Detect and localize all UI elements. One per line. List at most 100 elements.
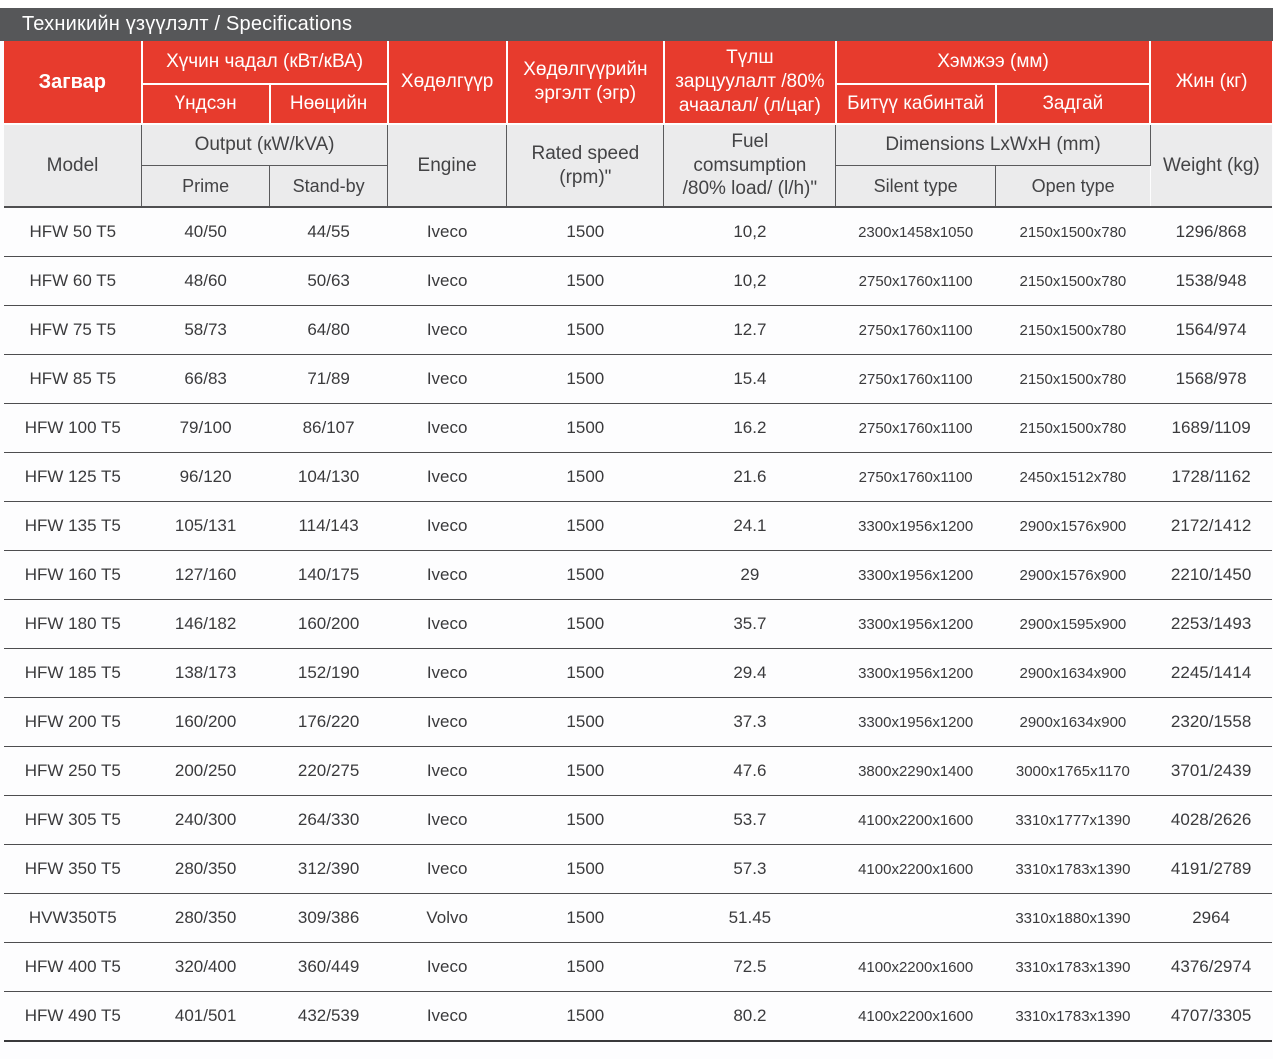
cell-output-prime: 105/131 — [141, 501, 270, 551]
cell-engine: Iveco — [387, 354, 507, 404]
cell-dimensions-open: 3310x1783x1390 — [995, 991, 1151, 1042]
cell-model: HFW 75 T5 — [4, 305, 142, 355]
cell-rated-speed: 1500 — [506, 550, 664, 600]
cell-model: HFW 185 T5 — [4, 648, 142, 698]
cell-model: HFW 125 T5 — [4, 452, 142, 502]
cell-model: HFW 180 T5 — [4, 599, 142, 649]
header-row-mn-sub: Үндсэн Нөөцийн Битүү кабинтай Задгай — [4, 84, 1272, 124]
cell-fuel: 51.45 — [663, 893, 836, 943]
cell-fuel: 15.4 — [663, 354, 836, 404]
cell-output-prime: 240/300 — [141, 795, 270, 845]
cell-fuel: 72.5 — [663, 942, 836, 992]
cell-dimensions-open: 2450x1512x780 — [995, 452, 1151, 502]
header-weight-en: Weight (kg) — [1150, 123, 1272, 208]
cell-engine: Iveco — [387, 256, 507, 306]
cell-weight: 2245/1414 — [1150, 648, 1272, 698]
cell-dimensions-open: 2900x1595x900 — [995, 599, 1151, 649]
header-prime-mn: Үндсэн — [141, 84, 271, 124]
cell-dimensions-silent: 2300x1458x1050 — [835, 207, 996, 257]
cell-weight: 1564/974 — [1150, 305, 1272, 355]
cell-dimensions-open: 3310x1783x1390 — [995, 942, 1151, 992]
table-row: HFW 490 T5 401/501 432/539 Iveco 1500 80… — [4, 991, 1272, 1042]
cell-weight: 4376/2974 — [1150, 942, 1272, 992]
cell-output-prime: 280/350 — [141, 893, 270, 943]
header-dimensions-en: Dimensions LxWxH (mm) — [835, 123, 1151, 166]
cell-output-prime: 280/350 — [141, 844, 270, 894]
cell-output-standby: 220/275 — [269, 746, 388, 796]
header-output-mn: Хүчин чадал (кВт/кВА) — [141, 41, 389, 85]
cell-dimensions-silent: 2750x1760x1100 — [835, 354, 996, 404]
cell-dimensions-silent: 2750x1760x1100 — [835, 403, 996, 453]
table-row: HFW 250 T5 200/250 220/275 Iveco 1500 47… — [4, 746, 1272, 796]
cell-engine: Iveco — [387, 403, 507, 453]
cell-dimensions-open: 3000x1765x1170 — [995, 746, 1151, 796]
table-row: HFW 60 T5 48/60 50/63 Iveco 1500 10,2 27… — [4, 256, 1272, 306]
header-row-en-sub: Prime Stand-by Silent type Open type — [4, 165, 1272, 208]
cell-output-standby: 160/200 — [269, 599, 388, 649]
cell-dimensions-open: 2900x1576x900 — [995, 501, 1151, 551]
cell-weight: 1296/868 — [1150, 207, 1272, 257]
cell-output-prime: 96/120 — [141, 452, 270, 502]
cell-fuel: 37.3 — [663, 697, 836, 747]
cell-output-prime: 160/200 — [141, 697, 270, 747]
cell-dimensions-silent: 3300x1956x1200 — [835, 599, 996, 649]
cell-model: HFW 50 T5 — [4, 207, 142, 257]
cell-output-prime: 66/83 — [141, 354, 270, 404]
spec-table-body: HFW 50 T5 40/50 44/55 Iveco 1500 10,2 23… — [4, 207, 1272, 1042]
cell-output-standby: 264/330 — [269, 795, 388, 845]
cell-dimensions-silent: 3300x1956x1200 — [835, 648, 996, 698]
cell-output-standby: 86/107 — [269, 403, 388, 453]
cell-dimensions-open: 2900x1576x900 — [995, 550, 1151, 600]
cell-fuel: 47.6 — [663, 746, 836, 796]
cell-weight: 2253/1493 — [1150, 599, 1272, 649]
cell-weight: 3701/2439 — [1150, 746, 1272, 796]
cell-output-standby: 140/175 — [269, 550, 388, 600]
header-open-en: Open type — [995, 165, 1151, 208]
cell-output-standby: 71/89 — [269, 354, 388, 404]
cell-engine: Iveco — [387, 305, 507, 355]
cell-output-prime: 146/182 — [141, 599, 270, 649]
cell-rated-speed: 1500 — [506, 501, 664, 551]
cell-engine: Iveco — [387, 746, 507, 796]
cell-engine: Iveco — [387, 991, 507, 1042]
table-row: HFW 400 T5 320/400 360/449 Iveco 1500 72… — [4, 942, 1272, 992]
cell-dimensions-open: 2900x1634x900 — [995, 697, 1151, 747]
header-engine-en: Engine — [387, 123, 508, 208]
cell-rated-speed: 1500 — [506, 893, 664, 943]
spec-table-header: Загвар Хүчин чадал (кВт/кВА) Хөдөлгүүр Х… — [4, 41, 1272, 208]
cell-model: HFW 490 T5 — [4, 991, 142, 1042]
cell-output-standby: 104/130 — [269, 452, 388, 502]
cell-output-prime: 58/73 — [141, 305, 270, 355]
cell-model: HFW 160 T5 — [4, 550, 142, 600]
table-row: HFW 50 T5 40/50 44/55 Iveco 1500 10,2 23… — [4, 207, 1272, 257]
header-rated-speed-mn: Хөдөлгүүрийн эргэлт (эгр) — [506, 41, 665, 124]
cell-rated-speed: 1500 — [506, 207, 664, 257]
cell-dimensions-open: 2900x1634x900 — [995, 648, 1151, 698]
cell-model: HFW 60 T5 — [4, 256, 142, 306]
cell-output-standby: 432/539 — [269, 991, 388, 1042]
cell-dimensions-open: 3310x1880x1390 — [995, 893, 1151, 943]
spec-table-wrapper: Загвар Хүчин чадал (кВт/кВА) Хөдөлгүүр Х… — [0, 41, 1273, 1042]
cell-engine: Iveco — [387, 599, 507, 649]
cell-engine: Iveco — [387, 550, 507, 600]
cell-engine: Iveco — [387, 452, 507, 502]
header-fuel-mn: Түлш зарцуулалт /80% ачаалал/ (л/цаг) — [663, 41, 837, 124]
cell-rated-speed: 1500 — [506, 697, 664, 747]
cell-dimensions-silent: 4100x2200x1600 — [835, 991, 996, 1042]
cell-dimensions-open: 2150x1500x780 — [995, 207, 1151, 257]
cell-output-prime: 127/160 — [141, 550, 270, 600]
header-model-mn: Загвар — [4, 41, 143, 124]
header-rated-speed-en: Rated speed (rpm)" — [506, 123, 665, 208]
cell-dimensions-silent: 3300x1956x1200 — [835, 501, 996, 551]
cell-dimensions-silent: 2750x1760x1100 — [835, 305, 996, 355]
cell-output-prime: 320/400 — [141, 942, 270, 992]
cell-fuel: 80.2 — [663, 991, 836, 1042]
cell-engine: Volvo — [387, 893, 507, 943]
cell-rated-speed: 1500 — [506, 452, 664, 502]
top-margin-strip — [0, 0, 1273, 8]
cell-rated-speed: 1500 — [506, 795, 664, 845]
cell-fuel: 29 — [663, 550, 836, 600]
header-silent-en: Silent type — [835, 165, 997, 208]
cell-engine: Iveco — [387, 648, 507, 698]
